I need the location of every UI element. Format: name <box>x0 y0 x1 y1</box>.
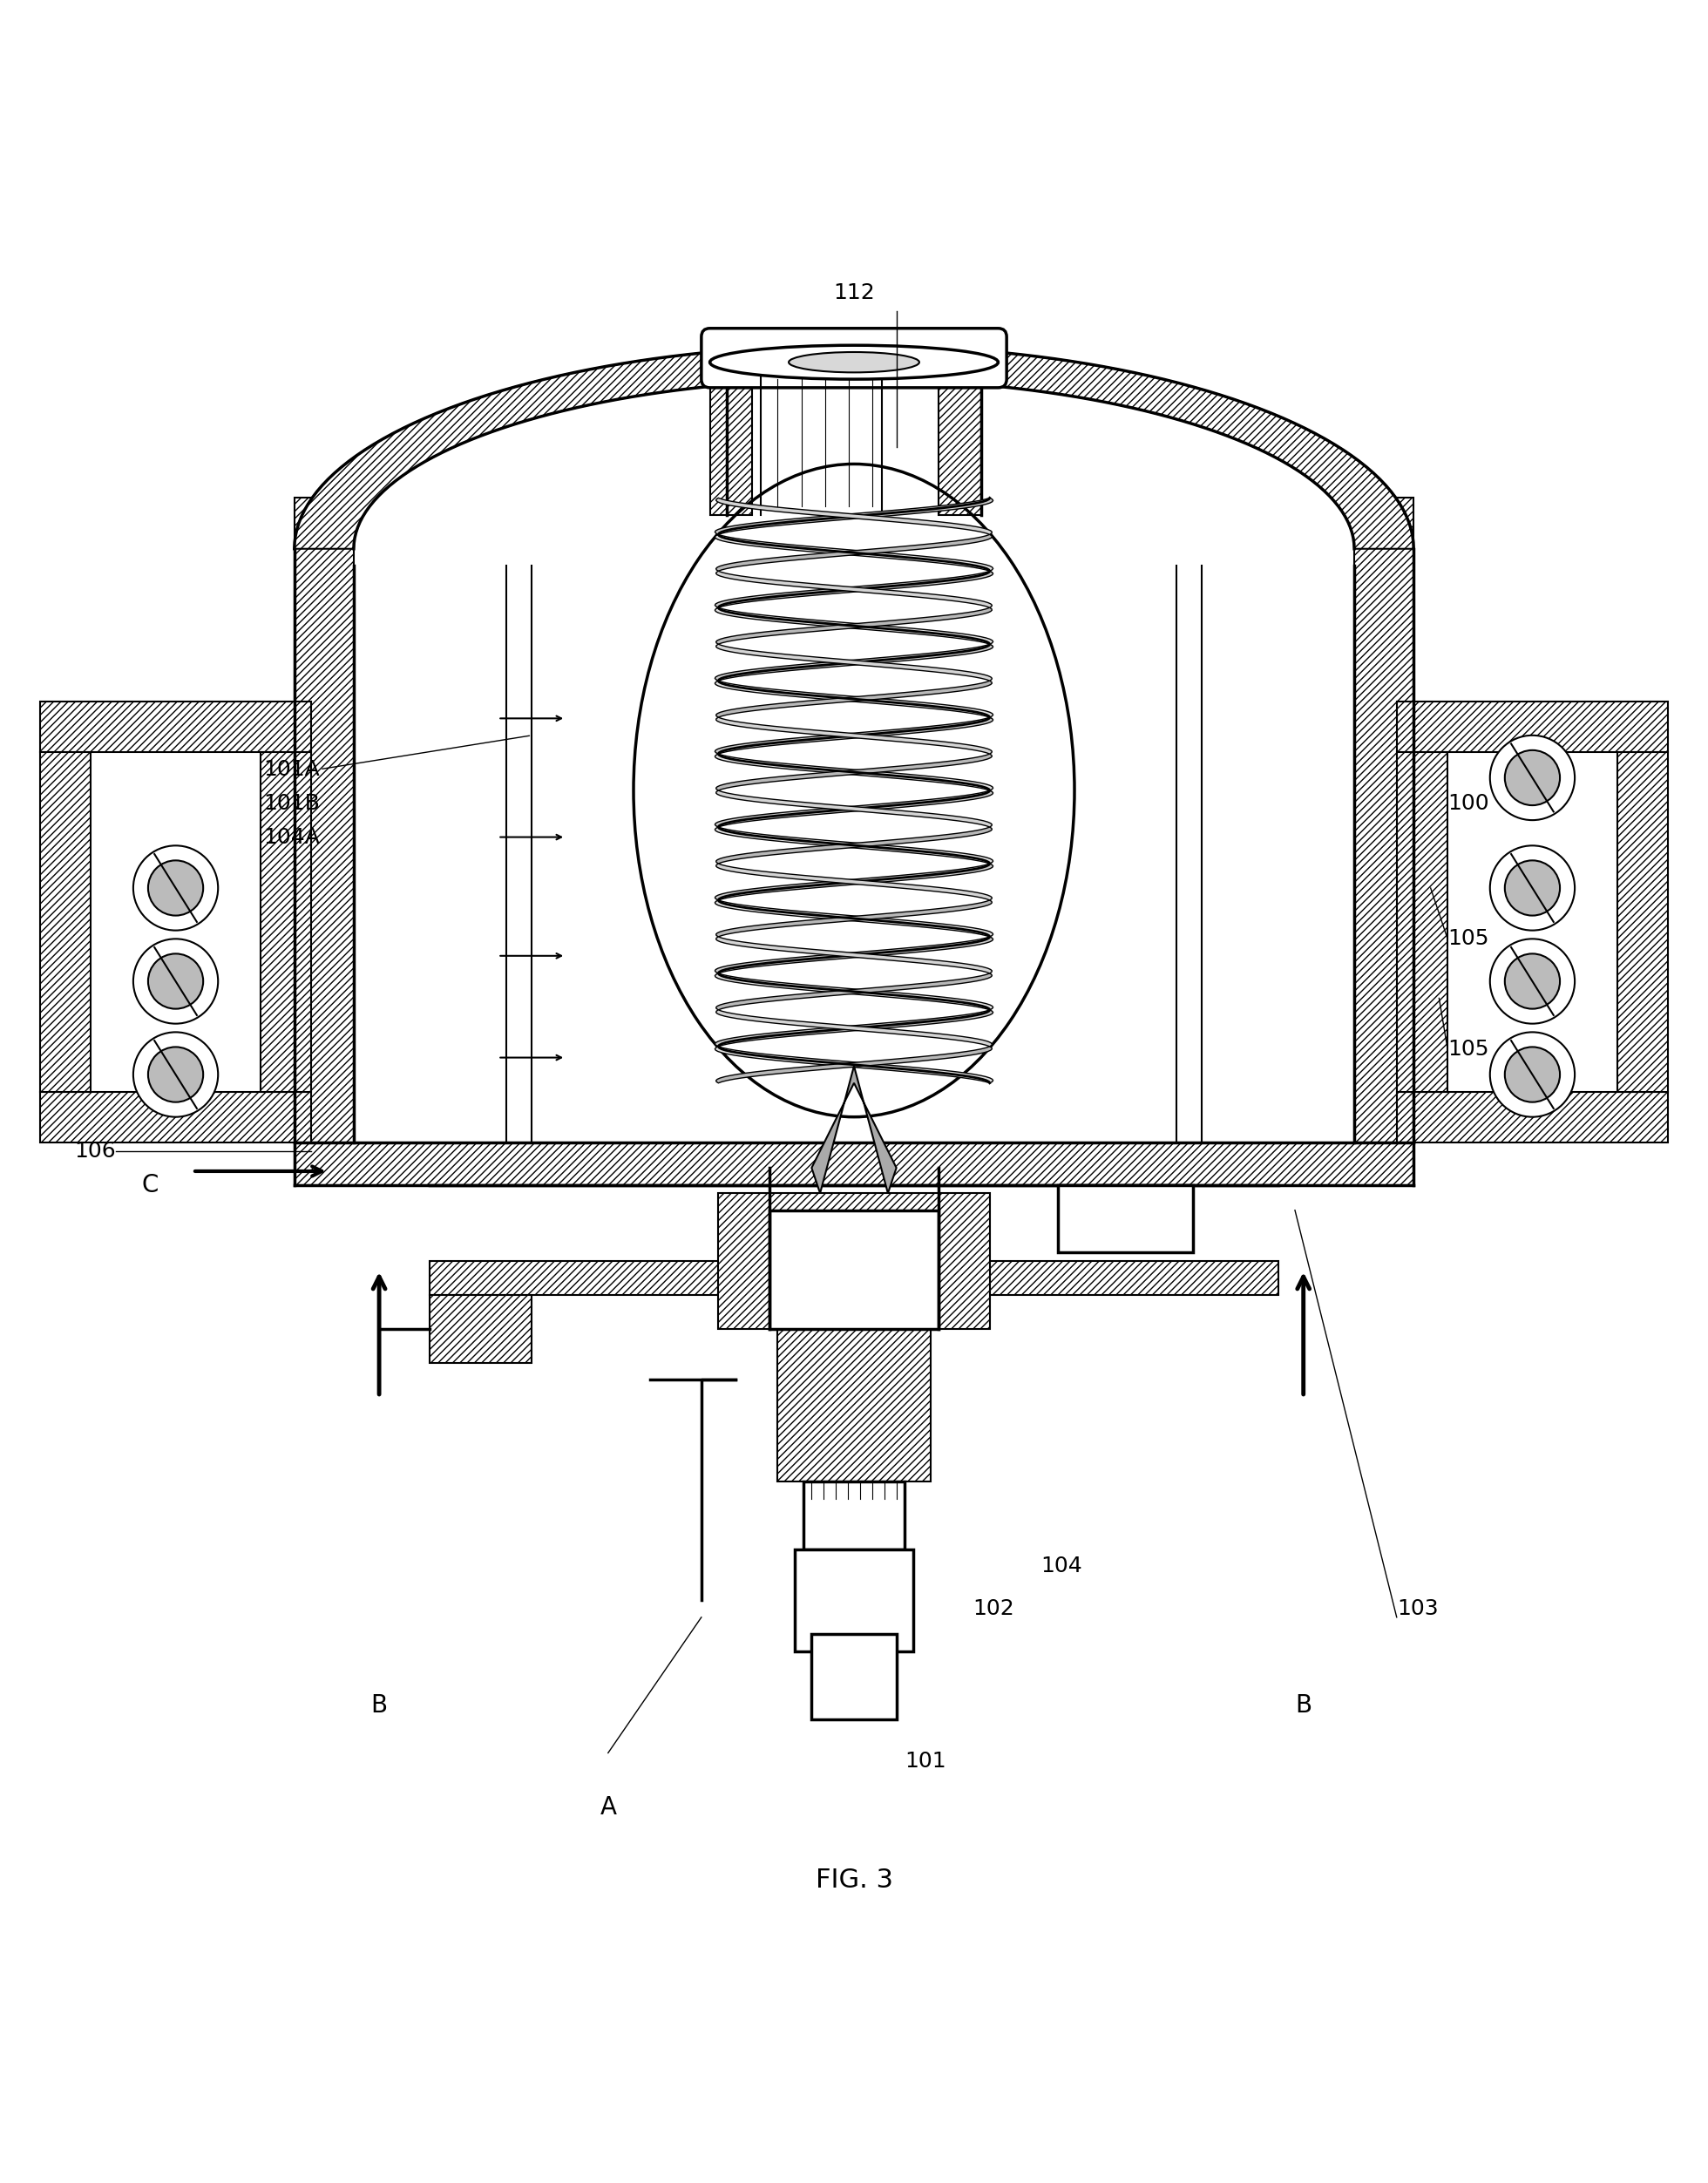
Text: 101A: 101A <box>263 760 319 779</box>
Text: 100: 100 <box>1448 792 1489 814</box>
Ellipse shape <box>711 345 997 380</box>
Circle shape <box>149 954 203 1009</box>
Polygon shape <box>811 1065 897 1194</box>
Text: 101: 101 <box>905 1751 946 1773</box>
Polygon shape <box>716 937 992 974</box>
Bar <box>430 1295 531 1362</box>
Text: 112: 112 <box>834 282 874 303</box>
Polygon shape <box>716 498 992 535</box>
Bar <box>1617 753 1669 1092</box>
Bar <box>294 498 354 1142</box>
Bar <box>711 362 752 515</box>
Polygon shape <box>716 1011 992 1046</box>
Circle shape <box>1505 860 1559 915</box>
Bar <box>1397 753 1448 1092</box>
Circle shape <box>1489 939 1575 1024</box>
Text: 104A: 104A <box>263 827 319 847</box>
Polygon shape <box>716 572 992 607</box>
Polygon shape <box>716 607 992 644</box>
Polygon shape <box>716 681 992 718</box>
Bar <box>260 753 311 1092</box>
Polygon shape <box>716 1011 992 1046</box>
Text: 104: 104 <box>1040 1556 1083 1576</box>
Text: FIG. 3: FIG. 3 <box>815 1866 893 1893</box>
Polygon shape <box>716 753 992 790</box>
FancyBboxPatch shape <box>702 327 1006 389</box>
Polygon shape <box>716 827 992 864</box>
Polygon shape <box>716 864 992 899</box>
Bar <box>719 1194 989 1329</box>
Polygon shape <box>716 572 992 607</box>
Text: 105: 105 <box>1448 928 1489 950</box>
Bar <box>794 1550 914 1650</box>
Polygon shape <box>716 790 992 827</box>
Bar <box>39 1092 311 1142</box>
Polygon shape <box>716 681 992 718</box>
Circle shape <box>1505 954 1559 1009</box>
Bar <box>1397 1092 1669 1142</box>
Bar <box>803 1482 905 1550</box>
Polygon shape <box>716 974 992 1011</box>
Bar <box>39 753 91 1092</box>
Circle shape <box>1489 1033 1575 1118</box>
Bar <box>769 1209 939 1329</box>
Circle shape <box>149 1048 203 1102</box>
Circle shape <box>133 845 219 930</box>
Polygon shape <box>716 974 992 1011</box>
Bar <box>1057 1185 1194 1253</box>
Polygon shape <box>716 1046 992 1083</box>
Circle shape <box>1505 1048 1559 1102</box>
Text: 103: 103 <box>1397 1598 1438 1620</box>
Polygon shape <box>716 498 992 535</box>
Circle shape <box>1489 845 1575 930</box>
Polygon shape <box>716 718 992 753</box>
Bar <box>939 362 980 515</box>
Text: C: C <box>142 1172 159 1196</box>
Bar <box>294 1142 1414 1185</box>
Bar <box>1354 498 1414 1142</box>
Text: A: A <box>600 1794 617 1821</box>
Polygon shape <box>716 864 992 899</box>
Polygon shape <box>716 899 992 937</box>
Text: 106: 106 <box>75 1140 116 1161</box>
Polygon shape <box>716 1046 992 1083</box>
Text: B: B <box>1295 1694 1312 1718</box>
Bar <box>811 1635 897 1718</box>
Polygon shape <box>716 535 992 572</box>
Bar <box>39 701 311 753</box>
Polygon shape <box>716 937 992 974</box>
Polygon shape <box>716 790 992 827</box>
Circle shape <box>1505 751 1559 806</box>
Polygon shape <box>716 753 992 790</box>
Text: 102: 102 <box>974 1598 1015 1620</box>
Text: 101B: 101B <box>263 792 319 814</box>
Bar <box>430 1262 1278 1295</box>
Polygon shape <box>716 607 992 644</box>
Polygon shape <box>716 899 992 937</box>
Circle shape <box>149 860 203 915</box>
Text: 105: 105 <box>1448 1039 1489 1059</box>
Polygon shape <box>716 644 992 681</box>
Circle shape <box>1489 736 1575 821</box>
Ellipse shape <box>789 351 919 373</box>
Polygon shape <box>716 827 992 864</box>
Polygon shape <box>716 644 992 681</box>
Polygon shape <box>294 345 1414 548</box>
Bar <box>777 1329 931 1482</box>
Circle shape <box>133 939 219 1024</box>
Polygon shape <box>716 718 992 753</box>
Circle shape <box>133 1033 219 1118</box>
Polygon shape <box>716 535 992 572</box>
Text: B: B <box>371 1694 388 1718</box>
Bar <box>1397 701 1669 753</box>
